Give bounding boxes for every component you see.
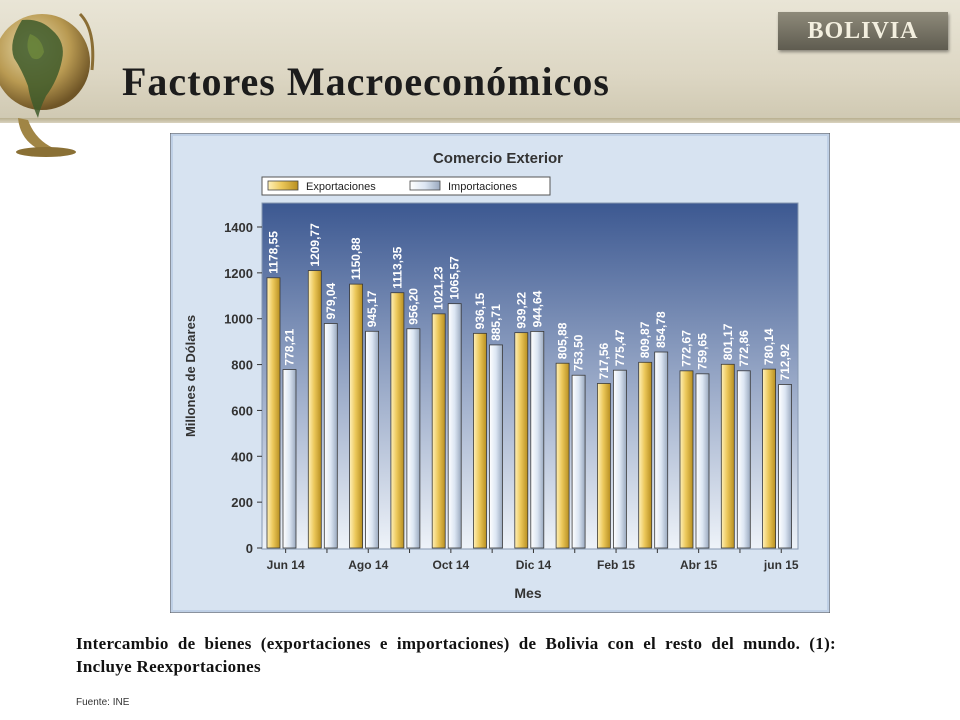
- bar-import-7: [571, 374, 586, 549]
- bar-import-6: [530, 331, 545, 549]
- bar-label-import-8: 775,47: [613, 329, 627, 366]
- bar-label-export-12: 780,14: [762, 328, 776, 365]
- bar-export-9: [638, 361, 653, 549]
- y-tick-label-400: 400: [231, 449, 253, 464]
- bar-export-8: [596, 383, 611, 549]
- y-axis: 0 200 400 600 800 1000 1200 1400: [224, 220, 262, 556]
- y-tick-label-1200: 1200: [224, 266, 253, 281]
- bar-label-import-12: 712,92: [778, 344, 792, 381]
- y-tick-label-200: 200: [231, 495, 253, 510]
- bar-label-import-3: 956,20: [406, 288, 420, 325]
- x-tick-label-2: Ago 14: [348, 558, 388, 572]
- page-title: Factores Macroeconómicos: [122, 59, 610, 104]
- bar-export-2: [349, 283, 364, 549]
- bar-import-5: [489, 344, 503, 549]
- bar-label-import-9: 854,78: [654, 311, 668, 348]
- bar-import-0: [282, 369, 297, 549]
- bar-export-10: [679, 370, 694, 549]
- bar-label-export-5: 936,15: [473, 292, 487, 329]
- bar-label-export-10: 772,67: [680, 330, 694, 367]
- bar-label-export-11: 801,17: [721, 323, 735, 360]
- y-axis-title: Millones de Dólares: [183, 315, 198, 437]
- x-tick-label-0: Jun 14: [267, 558, 305, 572]
- legend-box: [261, 176, 551, 196]
- x-axis-title: Mes: [514, 585, 541, 601]
- country-badge: BOLIVIA: [778, 12, 948, 50]
- bar-export-12: [762, 368, 776, 549]
- bar-label-import-1: 979,04: [324, 282, 338, 319]
- x-tick-label-10: Abr 15: [680, 558, 718, 572]
- header-divider: [0, 118, 960, 123]
- y-tick-label-0: 0: [246, 541, 253, 556]
- bar-import-11: [736, 370, 751, 549]
- x-tick-label-6: Dic 14: [516, 558, 552, 572]
- bar-import-2: [365, 330, 380, 549]
- globe-icon: [0, 12, 95, 157]
- chart-legend: Exportaciones Importaciones: [261, 176, 551, 196]
- legend-swatch-importaciones: [409, 180, 441, 191]
- bar-export-11: [720, 363, 735, 549]
- bar-export-6: [514, 332, 529, 549]
- bar-import-4: [447, 303, 462, 549]
- bar-label-import-5: 885,71: [489, 304, 503, 341]
- bar-import-3: [406, 328, 421, 549]
- bar-export-3: [390, 292, 405, 549]
- y-tick-label-800: 800: [231, 358, 253, 373]
- bar-label-export-4: 1021,23: [432, 266, 446, 310]
- x-axis: Jun 14 Ago 14 Oct 14 Dic 14 Feb 15 Abr 15 jun …: [267, 549, 799, 572]
- bar-label-import-4: 1065,57: [448, 256, 462, 300]
- bar-series: [266, 270, 792, 549]
- trade-chart: Comercio Exterior Exportaciones Importac…: [170, 133, 830, 613]
- legend-swatch-exportaciones: [267, 180, 299, 191]
- bar-label-import-6: 944,64: [530, 290, 544, 327]
- bar-label-import-11: 772,86: [737, 330, 751, 367]
- x-tick-label-12: jun 15: [763, 558, 799, 572]
- bar-import-12: [778, 384, 792, 549]
- y-tick-label-1400: 1400: [224, 220, 253, 235]
- bar-label-export-9: 809,87: [638, 321, 652, 358]
- chart-caption: Intercambio de bienes (exportaciones e i…: [76, 634, 836, 676]
- bar-label-import-7: 753,50: [572, 334, 586, 371]
- bar-label-export-3: 1113,35: [390, 246, 404, 288]
- bar-export-0: [266, 277, 281, 549]
- y-tick-label-1000: 1000: [224, 312, 253, 327]
- bar-label-export-2: 1150,88: [349, 237, 363, 280]
- bar-label-import-2: 945,17: [365, 290, 379, 327]
- bar-export-4: [431, 313, 446, 549]
- bar-label-export-7: 805,88: [556, 322, 570, 359]
- bar-export-7: [555, 362, 570, 549]
- bar-label-import-10: 759,65: [696, 333, 710, 370]
- bar-import-1: [323, 323, 338, 549]
- plot-area: [261, 202, 799, 550]
- bar-import-10: [695, 373, 710, 549]
- bar-import-9: [654, 351, 669, 549]
- y-tick-label-600: 600: [231, 403, 253, 418]
- x-tick-label-4: Oct 14: [433, 558, 470, 572]
- bar-label-export-8: 717,56: [597, 342, 611, 379]
- bar-label-export-0: 1178,55: [267, 231, 281, 274]
- chart-title: Comercio Exterior: [433, 150, 563, 167]
- bar-export-1: [307, 270, 322, 549]
- bar-label-export-6: 939,22: [514, 292, 528, 329]
- x-tick-label-8: Feb 15: [597, 558, 635, 572]
- source-note: Fuente: INE: [76, 697, 130, 708]
- bar-label-export-1: 1209,77: [308, 223, 322, 267]
- bar-label-import-0: 778,21: [283, 329, 297, 366]
- bar-import-8: [612, 369, 627, 549]
- bar-export-5: [473, 332, 487, 549]
- legend-label-importaciones: Importaciones: [448, 181, 518, 193]
- legend-label-exportaciones: Exportaciones: [306, 181, 376, 193]
